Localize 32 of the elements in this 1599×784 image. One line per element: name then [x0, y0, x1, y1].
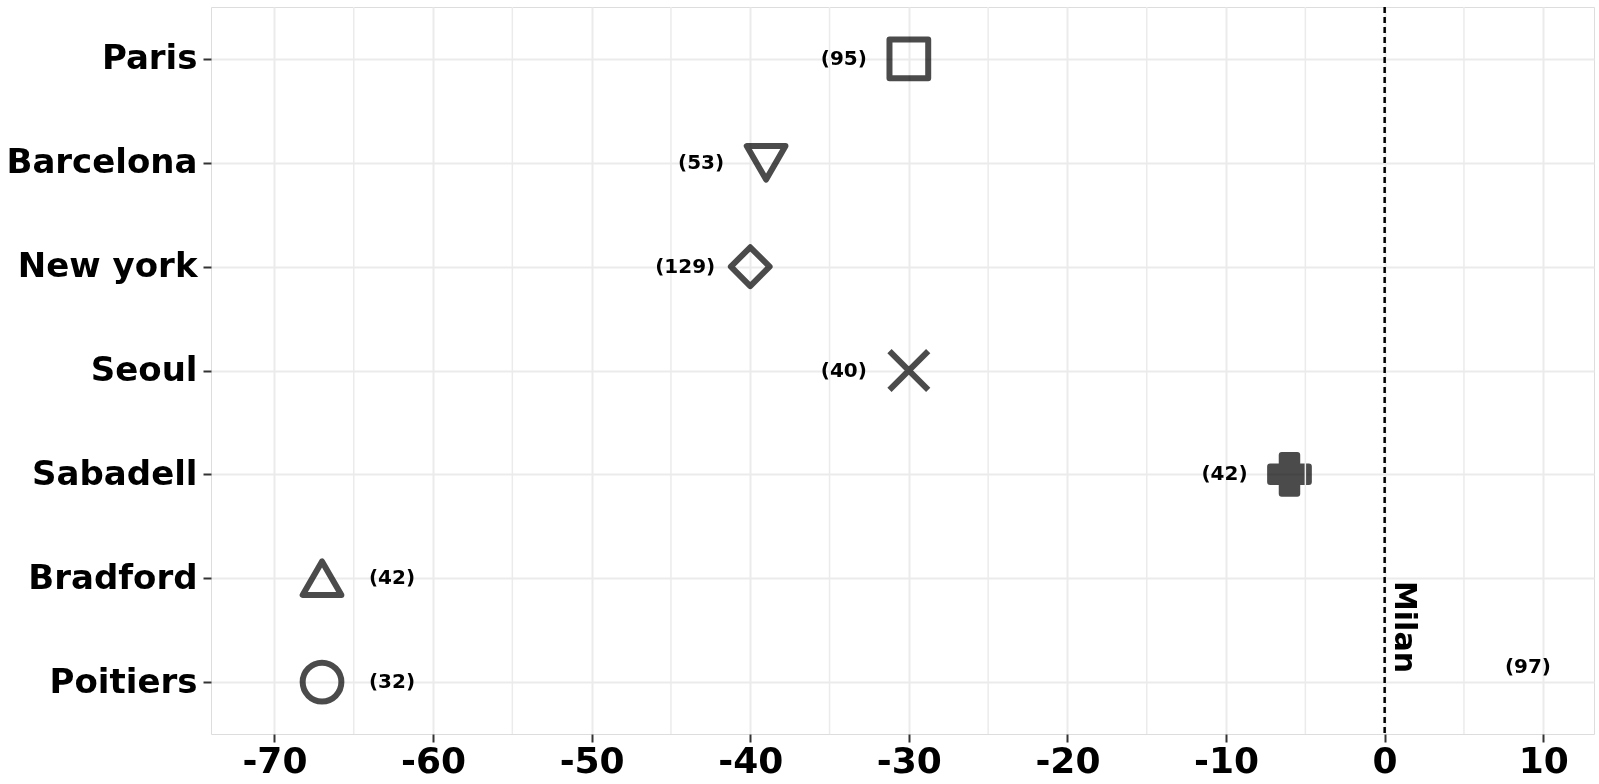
y-tick-label: Paris	[101, 37, 198, 78]
y-tick-label: New york	[17, 245, 199, 286]
point	[1267, 451, 1312, 497]
x-tick-label: -40	[718, 739, 784, 781]
x-tick-label: -30	[876, 739, 942, 781]
x-tick-label: 0	[1372, 739, 1398, 781]
annotation: (40)	[820, 357, 867, 382]
point	[886, 36, 932, 82]
annotation: (53)	[678, 149, 725, 174]
x-tick-label: -20	[1035, 739, 1101, 781]
annotation: (97)	[1504, 654, 1551, 678]
x-tick-label: -60	[401, 739, 467, 781]
x-tick-label: -50	[559, 739, 625, 781]
y-tick-label: Poitiers	[49, 660, 198, 701]
point	[743, 143, 789, 183]
annotation: (95)	[820, 45, 867, 70]
point	[299, 558, 345, 598]
y-tick-label: Seoul	[90, 349, 198, 389]
point	[727, 244, 773, 290]
y-tick-label: Bradford	[28, 556, 198, 597]
point	[886, 348, 932, 393]
ref-line-label: Milan	[1387, 580, 1423, 674]
annotation: (32)	[368, 669, 416, 694]
y-tick-label: Barcelona	[6, 141, 198, 182]
y-tick-label: Sabadell	[32, 452, 198, 493]
point	[299, 659, 345, 705]
x-tick-label: -10	[1194, 739, 1260, 781]
x-tick-label: 10	[1518, 739, 1569, 781]
annotation: (42)	[1201, 461, 1248, 486]
annotation: (129)	[655, 253, 716, 278]
annotation: (42)	[368, 565, 416, 590]
x-tick-label: -70	[242, 739, 308, 781]
